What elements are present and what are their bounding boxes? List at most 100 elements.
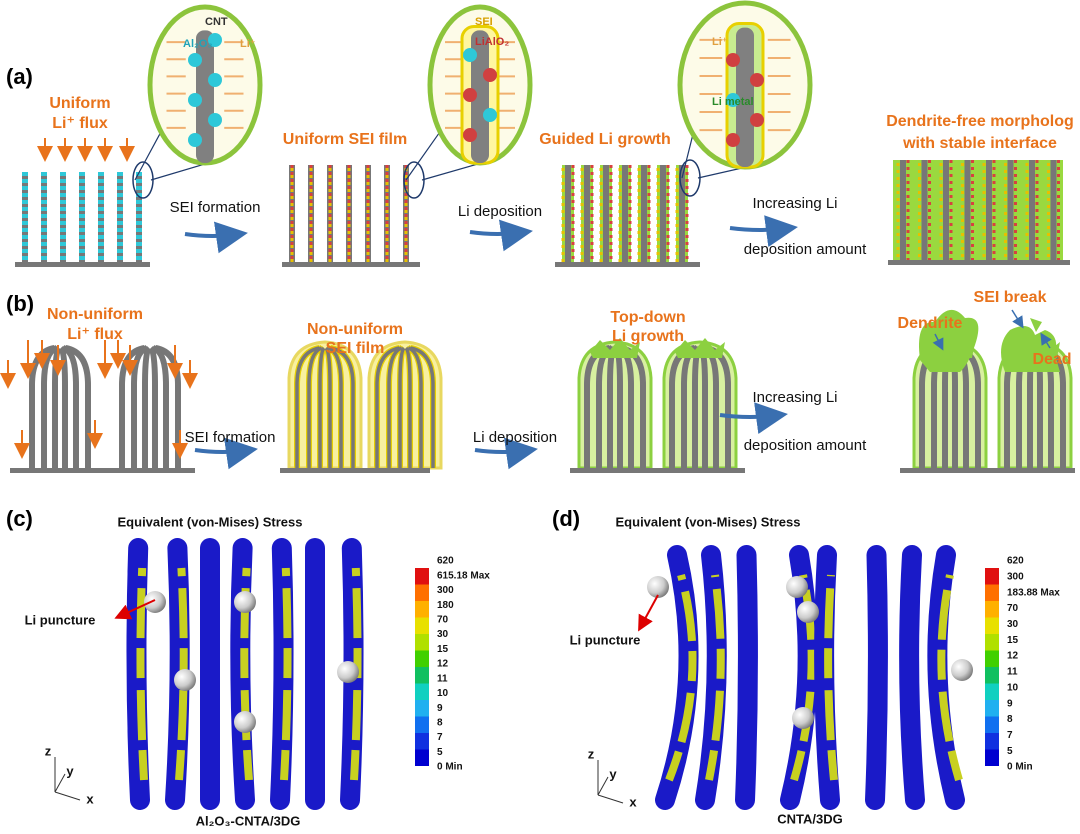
particle <box>726 133 740 147</box>
panel-label: (c) <box>6 506 33 531</box>
particle <box>188 133 202 147</box>
flux-label: Non-uniform <box>47 306 143 323</box>
step-label: deposition amount <box>744 241 867 258</box>
step-label: SEI formation <box>170 199 261 216</box>
colorbar-label: 11 <box>437 673 448 684</box>
particle <box>208 73 222 87</box>
colorbar-band <box>415 650 429 667</box>
cnt <box>155 346 180 468</box>
cnt <box>327 165 333 262</box>
colorbar-band <box>415 683 429 700</box>
step-label: Increasing Li <box>752 389 837 406</box>
cnt-bundle <box>29 345 91 468</box>
axis <box>597 776 609 796</box>
colorbar-band <box>985 584 999 601</box>
dead-li <box>1030 318 1042 332</box>
cnt <box>986 160 992 260</box>
li-particle <box>792 707 814 729</box>
annotation: Dead <box>1032 351 1071 368</box>
colorbar-label: 8 <box>437 717 443 728</box>
colorbar-band <box>985 634 999 651</box>
colorbar-label: 5 <box>1007 746 1013 757</box>
cnt <box>900 160 906 260</box>
zoom-label: CNT <box>205 16 228 28</box>
process-arrow <box>194 437 258 470</box>
axis-label: x <box>86 791 94 806</box>
step-label: Li deposition <box>458 203 542 220</box>
colorbar-label: 5 <box>437 747 443 758</box>
step-label: Li deposition <box>473 429 557 446</box>
cnt <box>471 30 489 164</box>
substrate <box>10 468 195 473</box>
colorbar-band <box>415 749 429 766</box>
zoom-label: LiAlO₂ <box>475 36 509 48</box>
colorbar-band <box>985 733 999 750</box>
cnt <box>65 346 90 468</box>
cnt <box>384 165 390 262</box>
cnt <box>1029 160 1035 260</box>
stage-label: Top-down <box>610 309 685 326</box>
li-particle <box>647 576 669 598</box>
pillar <box>865 545 888 810</box>
flux-label: Uniform <box>49 95 110 112</box>
colorbar-label: 12 <box>437 659 449 670</box>
particle <box>463 48 477 62</box>
axis <box>54 791 81 801</box>
stage-label: SEI film <box>326 340 385 357</box>
colorbar-band <box>415 584 429 601</box>
cnt <box>1007 160 1014 260</box>
li-particle <box>234 711 256 733</box>
colorbar-label: 9 <box>1007 698 1013 709</box>
stress-zone <box>665 573 697 782</box>
particle <box>483 68 497 82</box>
colorbar-label: 183.88 Max <box>1007 587 1060 598</box>
colorbar-band <box>415 700 429 717</box>
cnt <box>641 165 647 262</box>
colorbar-label: 620 <box>437 556 454 567</box>
colorbar-band <box>415 667 429 684</box>
colorbar-label: 180 <box>437 600 454 611</box>
colorbar-band <box>415 716 429 733</box>
colorbar-band <box>415 634 429 651</box>
pointer <box>932 333 944 351</box>
colorbar-label: 10 <box>437 688 449 699</box>
cnt <box>736 27 754 167</box>
particle <box>188 93 202 107</box>
cnt <box>143 346 151 468</box>
process-arrow <box>729 215 798 248</box>
cnt <box>597 346 613 468</box>
colorbar-label: 615.18 Max <box>437 570 490 581</box>
caption: Al₂O₃-CNTA/3DG <box>196 813 301 828</box>
cnt <box>346 165 352 262</box>
annotation: Li puncture <box>25 612 96 627</box>
stage-label: with stable interface <box>902 135 1057 152</box>
cnt <box>565 165 571 262</box>
zoom-line <box>134 131 162 181</box>
colorbar-label: 7 <box>1007 730 1013 741</box>
pointer <box>1040 332 1052 349</box>
flux-label: Li⁺ flux <box>67 326 123 343</box>
colorbar-band <box>985 683 999 700</box>
colorbar-label: 300 <box>1007 571 1024 582</box>
substrate <box>282 262 420 267</box>
stage-label: Non-uniform <box>307 321 403 338</box>
li-particle <box>174 669 196 691</box>
pillar <box>735 545 758 810</box>
colorbar-band <box>985 716 999 733</box>
stage-label: Uniform SEI film <box>283 131 407 148</box>
colorbar-label: 30 <box>1007 619 1019 630</box>
li-top <box>590 338 640 358</box>
zoom-label: Li⁺ <box>240 38 256 50</box>
particle <box>463 128 477 142</box>
colorbar-band <box>985 667 999 684</box>
cnt <box>403 165 409 262</box>
particle <box>726 93 740 107</box>
particle <box>188 53 202 67</box>
cnt <box>921 160 928 260</box>
colorbar-band <box>985 650 999 667</box>
stress-zone <box>937 574 963 782</box>
step-label: deposition amount <box>744 437 867 454</box>
colorbar-band <box>415 601 429 618</box>
pillar <box>899 545 925 810</box>
zoom-label: SEI <box>475 16 493 28</box>
